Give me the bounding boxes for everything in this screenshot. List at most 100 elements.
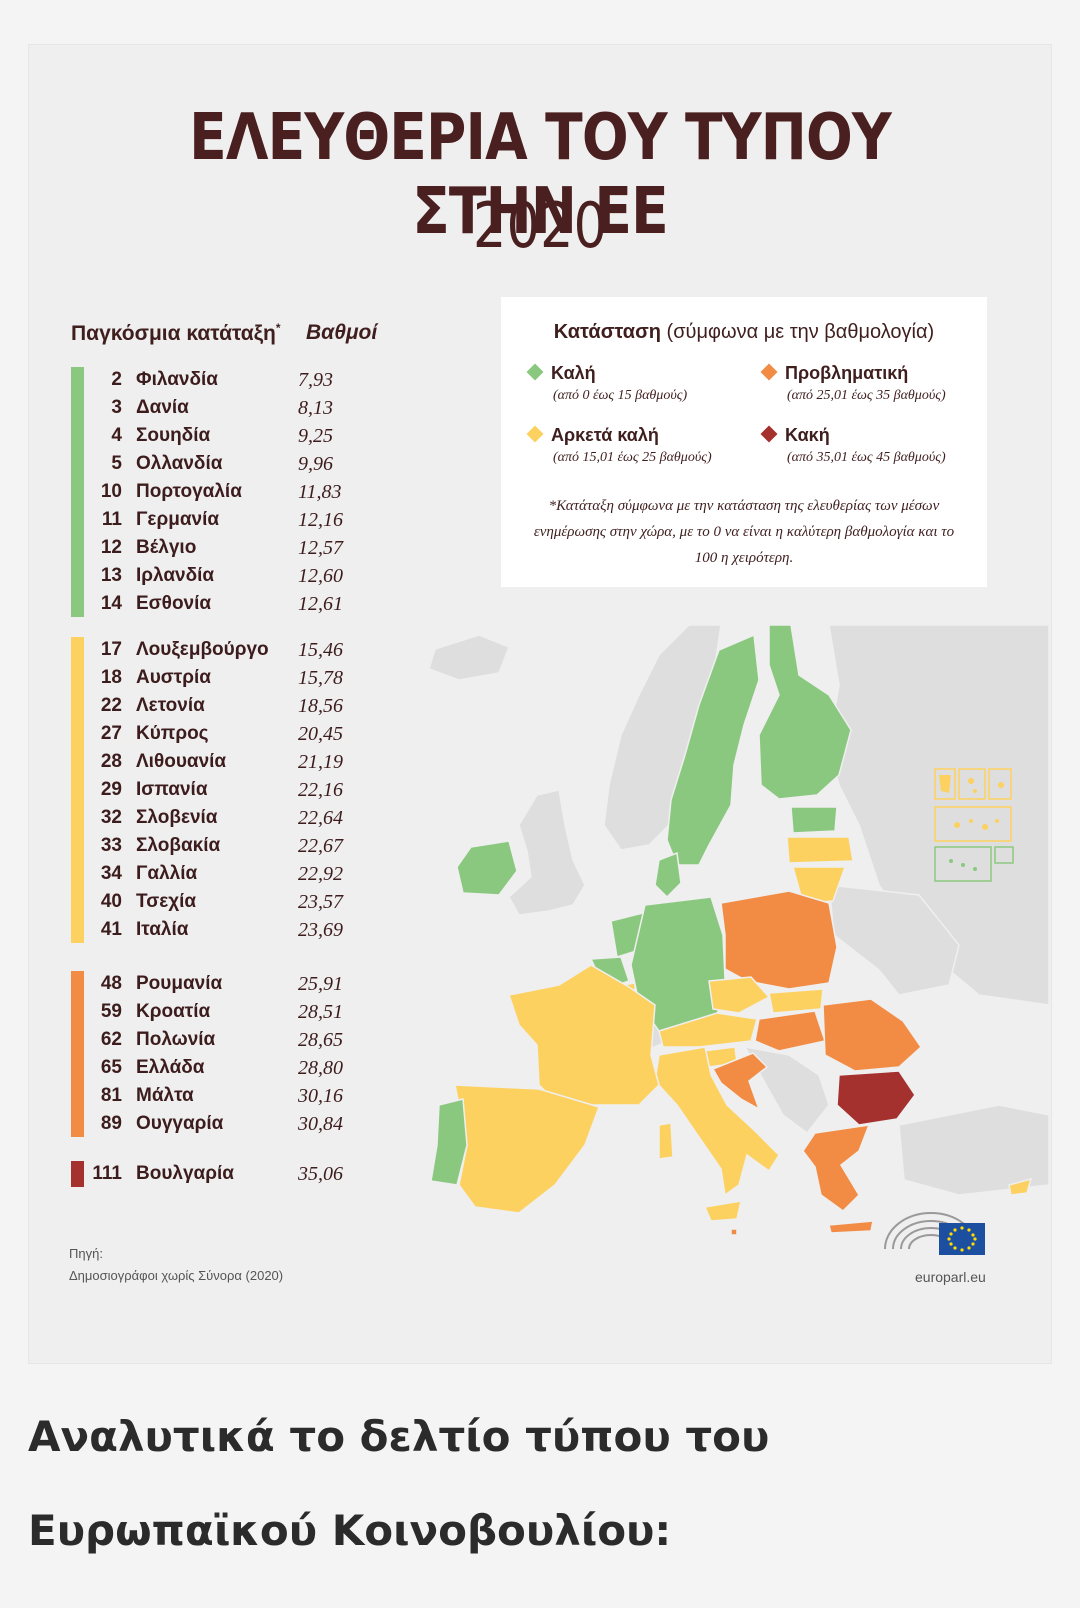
legend-item-bad: Κακή (από 35,01 έως 45 βαθμούς) [760,425,946,466]
legend-footnote: *Κατάταξη σύμφωνα με την κατάσταση της ε… [533,498,955,566]
island-dot-1 [968,778,974,784]
ranking-rank: 17 [100,639,122,660]
ranking-score: 15,78 [298,667,343,689]
source-credit: Πηγή: Δημοσιογράφοι χωρίς Σύνορα (2020) [69,1246,284,1283]
ranking-score: 30,16 [298,1085,343,1107]
latvia-shape [786,836,854,864]
ranking-score: 28,65 [298,1029,343,1051]
ranking-rank: 40 [100,891,122,912]
ranking-row: 12 Βέλγιο 12,57 [89,537,389,563]
ranking-rank: 48 [100,973,122,994]
ranking-rank: 34 [100,863,122,884]
island-dot-5 [969,819,973,823]
ranking-rank: 18 [100,667,122,688]
ranking-country: Ολλανδία [136,453,223,474]
ranking-rank: 4 [111,425,122,446]
ranking-country: Ισπανία [136,779,208,800]
ranking-row: 48 Ρουμανία 25,91 [89,973,389,999]
ranking-country: Λουξεμβούργο [136,639,269,660]
group-color-bar [71,367,84,617]
ranking-country: Γερμανία [136,509,220,530]
ranking-country: Βέλγιο [136,537,197,558]
ranking-score: 15,46 [298,639,343,661]
ranking-rank: 65 [100,1057,122,1078]
ranking-row: 13 Ιρλανδία 12,60 [89,565,389,591]
ranking-country: Ουγγαρία [136,1113,224,1134]
lithuania-shape [792,866,847,904]
ranking-rank: 2 [111,369,122,390]
ukraine-shape [828,884,960,996]
ranking-country: Σλοβακία [136,835,221,856]
ranking-score: 25,91 [298,973,343,995]
ranking-score: 12,61 [298,593,343,615]
ranking-country: Λιθουανία [136,751,227,772]
ranking-score: 23,57 [298,891,343,913]
czechia-shape [708,976,771,1014]
ranking-row: 11 Γερμανία 12,16 [89,509,389,535]
azores-dot-2 [961,863,965,867]
ranking-rank: 28 [100,751,122,772]
ranking-rank: 10 [100,481,122,502]
romania-shape [822,998,922,1072]
finland-shape [758,624,852,800]
legend-item-fairly-good: Αρκετά καλή (από 15,01 έως 25 βαθμούς) [526,425,712,466]
ranking-score: 20,45 [298,723,343,745]
ranking-score: 7,93 [298,369,333,391]
ranking-rank: 14 [100,593,122,614]
austria-shape [658,1012,758,1048]
ranking-country: Σλοβενία [136,807,218,828]
score-column-header: Βαθμοί [306,321,378,344]
ranking-country: Κύπρος [136,723,209,744]
yellow-diamond-icon [526,425,544,443]
island-dot-6 [982,824,988,830]
ranking-country: Κροατία [136,1001,211,1022]
rank-column-header: Παγκόσμια κατάταξη* [71,321,281,345]
infographic-title: ΕΛΕΥΘΕΡΙΑ ΤΟΥ ΤΥΠΟΥ ΣΤΗΝ ΕΕ [189,101,892,249]
ranking-row: 89 Ουγγαρία 30,84 [89,1113,389,1139]
ranking-country: Γαλλία [136,863,198,884]
ranking-country: Εσθονία [136,593,212,614]
ranking-score: 8,13 [298,397,333,419]
sicily-shape [703,1200,742,1222]
ranking-row: 40 Τσεχία 23,57 [89,891,389,917]
infographic-year: 2020 [472,189,608,262]
inset-box-1 [934,768,956,800]
turkey-shape [898,1104,1049,1196]
island-dot-4 [954,822,960,828]
ranking-row: 14 Εσθονία 12,61 [89,593,389,619]
inset-box-3 [988,768,1012,800]
ranking-score: 22,64 [298,807,343,829]
ranking-row: 32 Σλοβενία 22,64 [89,807,389,833]
ranking-country: Τσεχία [136,891,197,912]
ranking-row: 2 Φιλανδία 7,93 [89,369,389,395]
orange-diamond-icon [760,363,778,381]
ranking-row: 5 Ολλανδία 9,96 [89,453,389,479]
ranking-row: 34 Γαλλία 22,92 [89,863,389,889]
ranking-score: 11,83 [298,481,342,503]
ranking-row: 65 Ελλάδα 28,80 [89,1057,389,1083]
red-diamond-icon [760,425,778,443]
denmark-shape [654,851,682,899]
ranking-row: 4 Σουηδία 9,25 [89,425,389,451]
ranking-country: Δανία [136,397,189,418]
ranking-row: 17 Λουξεμβούργο 15,46 [89,639,389,665]
press-release-heading: Αναλυτικά το δελτίο τύπου του Ευρωπαϊκού… [28,1412,770,1555]
estonia-shape [790,806,838,834]
poland-shape [720,890,838,990]
portugal-shape [430,1098,468,1186]
green-diamond-icon [526,363,544,381]
malta-shape [730,1228,738,1236]
ranking-country: Λετονία [136,695,205,716]
sardinia-shape [658,1122,674,1160]
ranking-score: 21,19 [298,751,343,773]
ranking-country: Φιλανδία [136,369,218,390]
group-color-bar [71,1161,84,1187]
ranking-country: Μάλτα [136,1085,194,1106]
italy-shape [654,1046,780,1197]
ranking-score: 9,96 [298,453,333,475]
ranking-rank: 5 [111,453,122,474]
ranking-score: 30,84 [298,1113,343,1135]
ranking-rank: 111 [92,1163,122,1184]
croatia-shape [711,1052,769,1111]
inset-box-5 [934,846,992,882]
